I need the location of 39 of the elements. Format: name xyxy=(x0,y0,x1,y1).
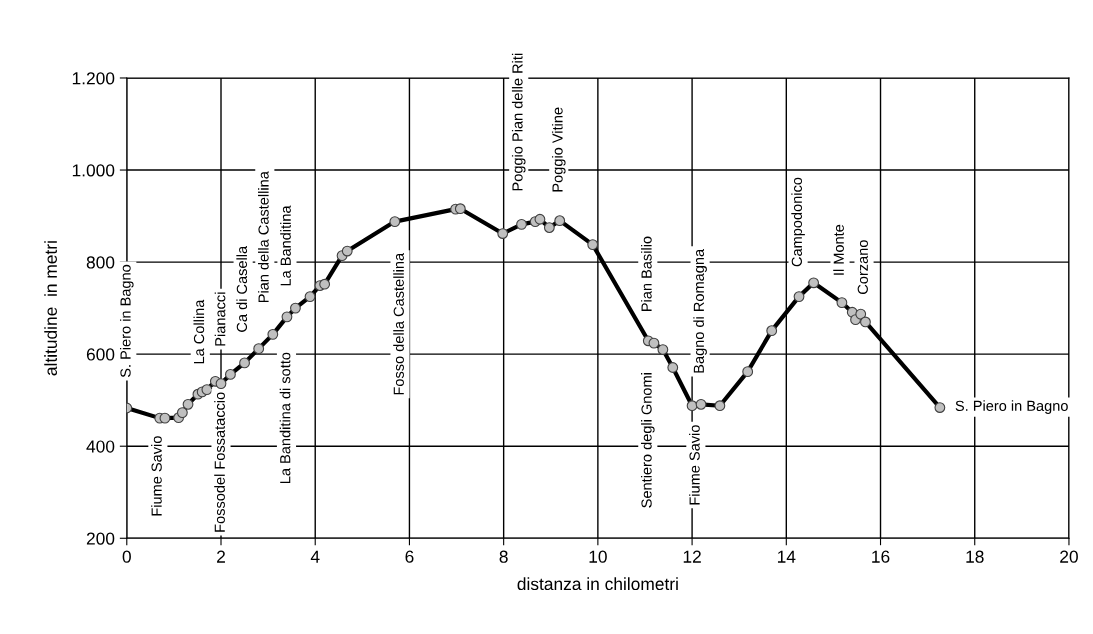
annotation: Pian della Castellina xyxy=(258,171,269,303)
y-tick-label: 1.000 xyxy=(72,164,115,177)
y-axis-title: altitudine in metri xyxy=(44,241,57,376)
annotation: Campodonico xyxy=(791,177,805,267)
x-tick-label: 6 xyxy=(405,550,414,563)
annotation: Il Monte xyxy=(833,224,844,275)
annotation: Corzano xyxy=(857,240,868,294)
annotation: La Collina xyxy=(193,299,205,364)
annotation: La Banditina di sotto xyxy=(279,352,291,484)
annotation: Poggio Vitine xyxy=(551,107,566,192)
annotation: Poggio Pian delle Riti xyxy=(511,53,526,191)
annotation: S. Piero in Bagno xyxy=(119,264,134,378)
x-tick-label: 20 xyxy=(1060,550,1078,563)
x-tick-label: 2 xyxy=(217,550,225,563)
x-tick-label: 12 xyxy=(683,550,701,563)
x-tick-label: 4 xyxy=(310,550,320,563)
annotation: Fiume Savio xyxy=(151,436,162,516)
annotation: Pian Basilio xyxy=(641,236,652,311)
annotation: S. Piero in Bagno xyxy=(955,400,1068,414)
x-tick-label: 14 xyxy=(777,550,796,563)
x-tick-label: 8 xyxy=(499,550,508,563)
annotation: Fossodel Fossataccio xyxy=(214,392,225,532)
x-tick-label: 16 xyxy=(872,550,890,563)
annotation: Fosso della Castellina xyxy=(393,252,404,395)
y-tick-label: 600 xyxy=(86,348,115,361)
y-tick-label: 400 xyxy=(86,440,115,453)
y-tick-label: 1.200 xyxy=(72,72,115,85)
x-tick-label: 10 xyxy=(589,550,607,563)
annotation: Sentiero degli Gnomi xyxy=(641,373,655,508)
x-tick-label: 18 xyxy=(966,550,984,563)
annotation: Bagno di Romagna xyxy=(693,248,707,373)
annotation: Ca di Casella xyxy=(236,245,248,332)
annotation: Pianacci xyxy=(214,292,226,346)
annotation: Fiume Savio xyxy=(689,425,700,505)
x-axis-title: distanza in chilometri xyxy=(517,577,678,591)
x-tick-label: 0 xyxy=(122,550,131,563)
y-tick-label: 200 xyxy=(86,532,115,545)
y-tick-label: 800 xyxy=(86,256,115,269)
annotation: La Banditina xyxy=(280,205,291,286)
